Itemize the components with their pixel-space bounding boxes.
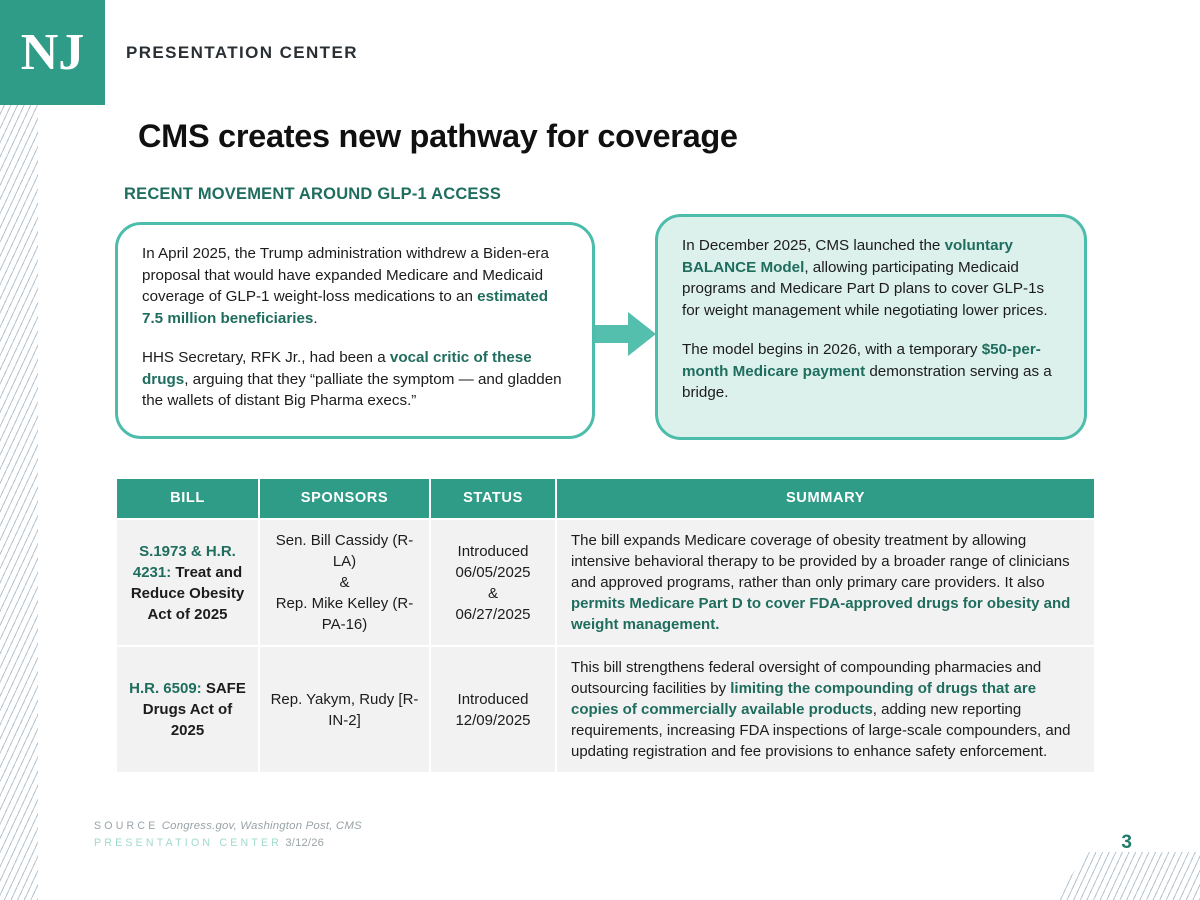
- cell-summary: This bill strengthens federal oversight …: [557, 647, 1094, 772]
- footer-source-label: SOURCE: [94, 820, 159, 832]
- callout-left-paragraph-1: In April 2025, the Trump administration …: [142, 243, 570, 329]
- table-row: H.R. 6509: SAFE Drugs Act of 2025 Rep. Y…: [117, 647, 1094, 772]
- table-header-row: BILL SPONSORS STATUS SUMMARY: [117, 479, 1094, 518]
- column-header-summary: SUMMARY: [557, 479, 1094, 518]
- cell-summary-highlight: limiting the compounding of drugs that a…: [571, 680, 1037, 718]
- cell-summary-text-a: The bill expands Medicare coverage of ob…: [571, 532, 1070, 591]
- cell-sponsors-text: Rep. Yakym, Rudy [R-IN-2]: [270, 690, 419, 729]
- cell-status-text: Introduced 06/05/2025 & 06/27/2025: [455, 542, 531, 623]
- cell-status: Introduced 12/09/2025: [431, 647, 555, 772]
- cell-status: Introduced 06/05/2025 & 06/27/2025: [431, 520, 555, 645]
- callout-right-p2-text-b: demonstration serving as a bridge.: [682, 362, 1052, 402]
- cell-bill-number: H.R. 6509:: [129, 680, 202, 697]
- footer-brand-line: PRESENTATION CENTER 3/12/26: [94, 835, 362, 852]
- cell-bill-name: SAFE Drugs Act of 2025: [142, 680, 246, 739]
- callout-right-paragraph-1: In December 2025, CMS launched the volun…: [682, 235, 1062, 321]
- callout-left-p1-text-b: .: [313, 309, 318, 327]
- cell-summary-text-b: , adding new reporting requirements, inc…: [571, 701, 1071, 760]
- callout-right-p2-text-a: The model begins in 2026, with a tempora…: [682, 341, 982, 358]
- callout-right-p1-highlight: voluntary BALANCE Model: [682, 237, 1013, 276]
- callout-right: In December 2025, CMS launched the volun…: [655, 214, 1087, 440]
- footer: SOURCE Congress.gov, Washington Post, CM…: [94, 818, 362, 852]
- column-header-status: STATUS: [431, 479, 555, 518]
- footer-brand-label: PRESENTATION CENTER: [94, 837, 283, 849]
- cell-bill-name: Treat and Reduce Obesity Act of 2025: [130, 563, 245, 623]
- callout-right-p1-text-b: , allowing participating Medicaid progra…: [682, 258, 1048, 319]
- header-title: PRESENTATION CENTER: [126, 43, 358, 62]
- cell-summary: The bill expands Medicare coverage of ob…: [557, 520, 1094, 645]
- callout-left: In April 2025, the Trump administration …: [115, 222, 595, 439]
- cell-sponsors: Sen. Bill Cassidy (R-LA) & Rep. Mike Kelle…: [260, 520, 429, 645]
- callout-left-paragraph-2: HHS Secretary, RFK Jr., had been a vocal…: [142, 347, 570, 412]
- callout-left-p2-text-b: , arguing that they “palliate the sympto…: [142, 370, 562, 410]
- callout-right-p1-text-a: In December 2025, CMS launched the: [682, 237, 945, 254]
- footer-date: 3/12/26: [285, 837, 325, 849]
- bills-table: BILL SPONSORS STATUS SUMMARY S.1973 & H.…: [115, 477, 1096, 774]
- footer-source-line: SOURCE Congress.gov, Washington Post, CM…: [94, 818, 362, 835]
- page-number: 3: [1121, 832, 1132, 853]
- table-row: S.1973 & H.R. 4231: Treat and Reduce Obe…: [117, 520, 1094, 645]
- callout-left-p1-text-a: In April 2025, the Trump administration …: [142, 245, 549, 305]
- nj-logo-text: NJ: [20, 23, 85, 81]
- cell-bill: S.1973 & H.R. 4231: Treat and Reduce Obe…: [117, 520, 258, 645]
- cell-summary-highlight: permits Medicare Part D to cover FDA-app…: [571, 595, 1071, 633]
- footer-sources: Congress.gov, Washington Post, CMS: [161, 820, 362, 832]
- callout-right-paragraph-2: The model begins in 2026, with a tempora…: [682, 339, 1062, 404]
- section-subtitle: RECENT MOVEMENT AROUND GLP-1 ACCESS: [124, 185, 502, 203]
- callout-left-p1-highlight: estimated 7.5 million beneficiaries: [142, 288, 549, 327]
- cell-sponsors-text: Sen. Bill Cassidy (R-LA) & Rep. Mike Kelle…: [275, 532, 414, 633]
- column-header-bill: BILL: [117, 479, 258, 518]
- column-header-sponsors: SPONSORS: [260, 479, 429, 518]
- cell-status-text: Introduced 12/09/2025: [455, 690, 531, 729]
- callout-left-p2-highlight: vocal critic of these drugs: [142, 349, 532, 388]
- decorative-hatch-bottom-right: [1055, 852, 1200, 900]
- page-title: CMS creates new pathway for coverage: [138, 118, 738, 154]
- cell-summary-text-a: This bill strengthens federal oversight …: [571, 659, 1042, 697]
- nj-logo: NJ: [0, 0, 105, 105]
- cell-sponsors: Rep. Yakym, Rudy [R-IN-2]: [260, 647, 429, 772]
- arrow-right-icon: [595, 310, 657, 358]
- cell-bill-number: S.1973 & H.R. 4231:: [132, 542, 236, 581]
- callout-right-p2-highlight: $50-per-month Medicare payment: [682, 341, 1041, 380]
- decorative-hatch-left: [0, 105, 38, 900]
- cell-bill: H.R. 6509: SAFE Drugs Act of 2025: [117, 647, 258, 772]
- callout-left-p2-text-a: HHS Secretary, RFK Jr., had been a: [142, 349, 390, 366]
